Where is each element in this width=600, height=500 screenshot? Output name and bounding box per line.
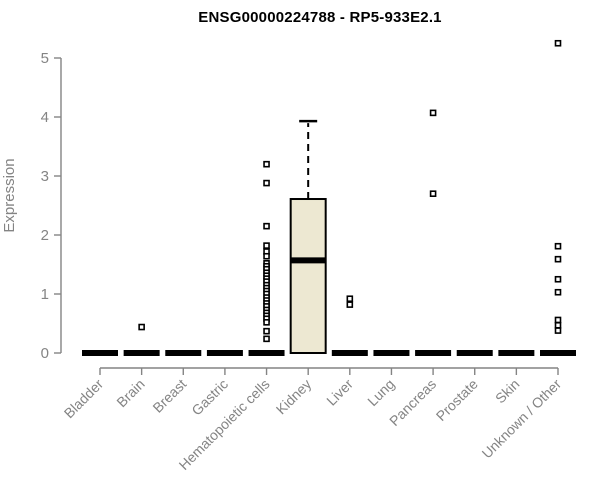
outlier-point	[554, 288, 562, 296]
collapsed-box-Pancreas	[415, 350, 452, 356]
median-line	[290, 257, 326, 264]
outlier-point	[263, 327, 270, 335]
outlier-point	[554, 321, 562, 329]
y-tick-label: 5	[41, 50, 49, 67]
collapsed-box-Liver	[331, 350, 368, 356]
x-tick-label: Liver	[323, 376, 356, 409]
outlier-point	[263, 335, 270, 343]
x-tick-label: Kidney	[273, 376, 315, 418]
box-Kidney	[289, 198, 327, 354]
outlier-point	[346, 301, 354, 308]
collapsed-box-Breast	[165, 350, 202, 356]
x-tick-label: Breast	[149, 376, 189, 416]
x-tick-label: Unknown / Other	[479, 376, 565, 462]
outlier-point	[554, 275, 562, 283]
collapsed-box-Unknown / Other	[540, 350, 576, 356]
collapsed-box-Skin	[498, 350, 535, 356]
x-tick-label: Bladder	[61, 376, 107, 422]
outlier-point	[263, 222, 270, 230]
collapsed-box-Bladder	[82, 350, 118, 356]
outlier-point	[346, 295, 354, 303]
chart-title: ENSG00000224788 - RP5-933E2.1	[198, 9, 442, 26]
collapsed-box-Gastric	[206, 350, 243, 356]
outlier-point	[263, 160, 270, 168]
x-tick-label: Skin	[492, 376, 523, 407]
y-tick-label: 3	[41, 168, 49, 185]
y-tick-label: 4	[41, 109, 49, 126]
outlier-point	[429, 109, 437, 117]
x-tick-label: Lung	[364, 376, 397, 409]
y-tick-label: 1	[41, 286, 49, 303]
y-tick-label: 2	[41, 227, 49, 244]
outlier-point	[554, 316, 562, 324]
x-tick-label: Brain	[113, 376, 147, 410]
y-axis-title: Expression	[1, 158, 18, 232]
outlier-point	[263, 179, 270, 187]
outlier-point	[554, 39, 562, 47]
outlier-point	[554, 242, 562, 250]
x-tick-label: Prostate	[433, 376, 481, 424]
outlier-point	[263, 319, 270, 326]
outlier-point	[554, 255, 562, 263]
outlier-point	[554, 327, 562, 334]
collapsed-box-Hematopoietic cells	[248, 350, 285, 356]
collapsed-box-Brain	[123, 350, 160, 356]
collapsed-box-Prostate	[456, 350, 493, 356]
outlier-point	[263, 242, 270, 249]
outlier-point	[429, 190, 437, 197]
collapsed-box-Lung	[373, 350, 410, 356]
y-tick-label: 0	[41, 345, 49, 362]
outlier-point	[263, 252, 270, 260]
outlier-point	[138, 323, 145, 331]
